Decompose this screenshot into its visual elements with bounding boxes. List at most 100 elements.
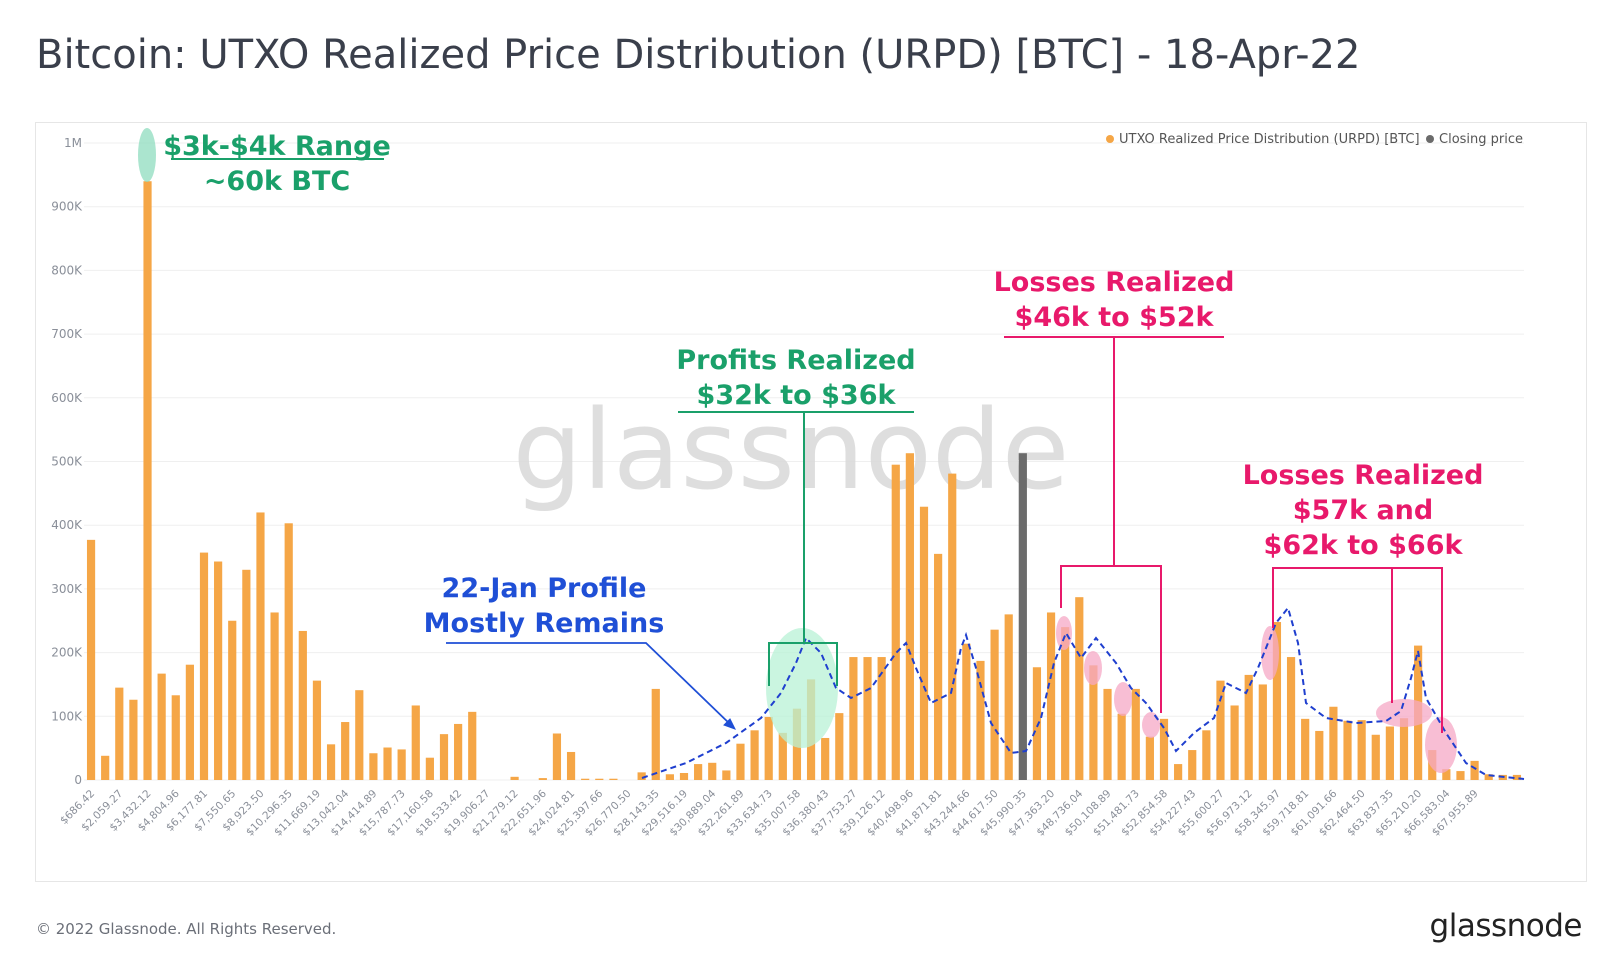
legend-swatch bbox=[1426, 135, 1434, 143]
y-tick-label: 900K bbox=[51, 200, 83, 214]
urpd-bar bbox=[1046, 612, 1056, 780]
urpd-bar bbox=[891, 464, 900, 780]
urpd-bar bbox=[1202, 730, 1211, 780]
annotation-jan-line-2: Mostly Remains bbox=[424, 608, 665, 639]
annotation-loss2-line-3: $62k to $66k bbox=[1264, 530, 1464, 561]
urpd-bar bbox=[1272, 622, 1282, 780]
urpd-bar bbox=[171, 695, 180, 780]
annotation-range3k-line-1: $3k-$4k Range bbox=[163, 131, 391, 162]
urpd-bar bbox=[1470, 760, 1479, 780]
urpd-bar bbox=[298, 630, 307, 780]
urpd-bar bbox=[326, 744, 336, 780]
urpd-bar bbox=[1484, 774, 1493, 780]
loss1-bracket bbox=[1060, 565, 1162, 713]
y-tick-label: 1M bbox=[64, 136, 82, 150]
highlight-ellipse bbox=[766, 628, 838, 748]
urpd-bar bbox=[552, 733, 562, 780]
urpd-bar bbox=[397, 749, 406, 780]
urpd-bar bbox=[510, 776, 519, 780]
urpd-bar bbox=[369, 753, 378, 780]
urpd-bar bbox=[1512, 774, 1522, 780]
urpd-bar bbox=[934, 553, 943, 780]
highlight-ellipse bbox=[1376, 699, 1432, 727]
highlight-ellipse bbox=[1142, 712, 1160, 738]
urpd-bar bbox=[1103, 688, 1112, 780]
urpd-bar bbox=[312, 680, 322, 780]
urpd-bar bbox=[341, 722, 350, 780]
y-tick-label: 0 bbox=[74, 773, 82, 787]
urpd-bar bbox=[764, 716, 773, 780]
urpd-bar bbox=[708, 762, 717, 780]
page-title: Bitcoin: UTXO Realized Price Distributio… bbox=[36, 32, 1361, 78]
annotation-profits-line-1: Profits Realized bbox=[676, 345, 915, 376]
urpd-bar bbox=[1075, 597, 1084, 780]
y-tick-label: 400K bbox=[51, 518, 83, 532]
urpd-bar bbox=[242, 569, 251, 780]
highlight-ellipse bbox=[1261, 626, 1279, 680]
urpd-bar bbox=[1258, 684, 1267, 780]
urpd-bar bbox=[948, 473, 957, 780]
urpd-bar bbox=[538, 778, 547, 780]
y-tick-label: 300K bbox=[51, 582, 83, 596]
urpd-bar bbox=[919, 506, 929, 780]
y-tick-label: 800K bbox=[51, 263, 83, 277]
urpd-bar bbox=[637, 772, 646, 780]
urpd-bar bbox=[468, 711, 477, 780]
urpd-bar bbox=[355, 690, 364, 780]
loss2-bracket bbox=[1272, 567, 1443, 733]
urpd-bar bbox=[1286, 657, 1296, 780]
urpd-bar bbox=[1371, 734, 1380, 780]
urpd-bar bbox=[905, 453, 914, 780]
urpd-bar bbox=[1244, 674, 1253, 780]
urpd-bar bbox=[1357, 720, 1366, 780]
urpd-bar bbox=[1061, 627, 1070, 780]
urpd-bar bbox=[609, 778, 618, 780]
urpd-bar bbox=[976, 660, 985, 780]
annotation-jan-line-1: 22-Jan Profile bbox=[442, 573, 647, 604]
urpd-bar bbox=[101, 755, 110, 780]
urpd-bar bbox=[679, 772, 689, 780]
annotation-range3k-line-2: ~60k BTC bbox=[204, 166, 350, 197]
urpd-bar bbox=[849, 657, 858, 780]
urpd-bar bbox=[86, 539, 96, 780]
urpd-bar bbox=[228, 620, 237, 780]
trend-line-dashed bbox=[641, 605, 1525, 780]
urpd-bar bbox=[1089, 665, 1098, 780]
urpd-bar bbox=[1159, 718, 1169, 780]
urpd-bar bbox=[425, 757, 434, 780]
urpd-bar bbox=[595, 778, 604, 780]
annotation-loss2-line-1: Losses Realized bbox=[1243, 460, 1484, 491]
highlight-ellipse bbox=[1114, 682, 1132, 716]
jan-arrow-head bbox=[723, 718, 737, 730]
urpd-bar bbox=[1456, 771, 1465, 780]
urpd-bar bbox=[1216, 680, 1225, 780]
urpd-bar bbox=[1329, 706, 1338, 780]
urpd-bar bbox=[821, 737, 830, 780]
urpd-bar bbox=[1188, 750, 1197, 780]
urpd-bar bbox=[1032, 667, 1042, 780]
y-tick-label: 200K bbox=[51, 646, 83, 660]
urpd-bar bbox=[256, 512, 265, 780]
urpd-bar bbox=[877, 657, 886, 780]
urpd-bar bbox=[115, 687, 124, 780]
watermark: glassnode bbox=[513, 386, 1070, 514]
urpd-bar bbox=[185, 664, 194, 780]
y-tick-label: 600K bbox=[51, 391, 83, 405]
urpd-bar bbox=[1315, 730, 1324, 780]
urpd-bar bbox=[270, 612, 279, 780]
urpd-bar bbox=[157, 673, 166, 780]
urpd-bar bbox=[439, 734, 449, 780]
urpd-bar bbox=[411, 705, 420, 780]
legend-swatch bbox=[1106, 135, 1114, 143]
closing-price-bar bbox=[1018, 453, 1027, 780]
urpd-bar bbox=[1442, 769, 1451, 780]
urpd-bar bbox=[778, 732, 787, 780]
highlight-ellipse bbox=[1425, 717, 1457, 773]
urpd-bar bbox=[581, 778, 590, 780]
urpd-bar bbox=[1343, 720, 1352, 780]
y-tick-label: 500K bbox=[51, 455, 83, 469]
urpd-chart: 0 100K 200K 300K 400K 500K 600K 700K 800K 900K 1M g… bbox=[51, 128, 1525, 839]
urpd-bar bbox=[1174, 764, 1183, 780]
glassnode-logo: glassnode bbox=[1429, 908, 1583, 944]
copyright-footer: © 2022 Glassnode. All Rights Reserved. bbox=[36, 920, 337, 938]
